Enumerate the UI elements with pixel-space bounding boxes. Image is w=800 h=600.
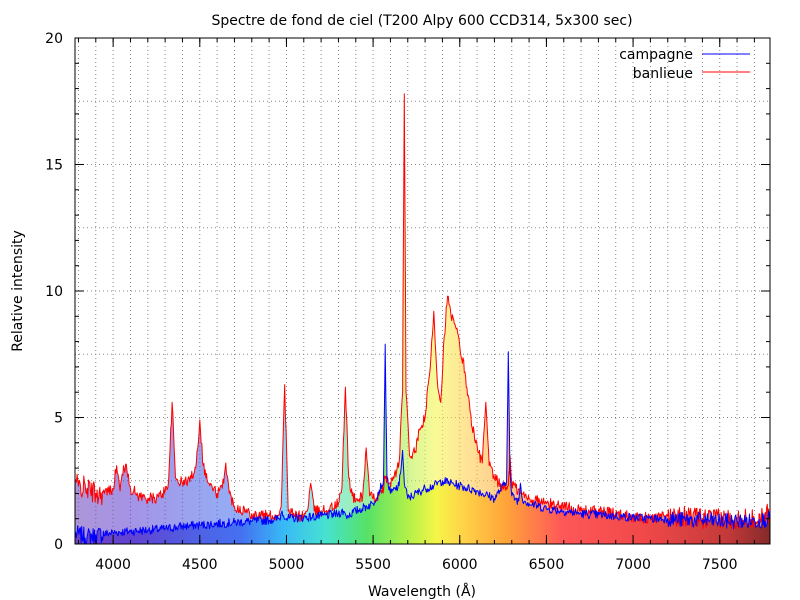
grid bbox=[75, 38, 770, 544]
x-tick-label: 7500 bbox=[702, 557, 738, 573]
x-tick-label: 6000 bbox=[442, 557, 478, 573]
legend: campagne banlieue bbox=[619, 47, 750, 82]
series-lines bbox=[75, 93, 770, 544]
legend-label-banlieue: banlieue bbox=[633, 66, 693, 82]
legend-label-campagne: campagne bbox=[619, 47, 693, 63]
y-tick-label: 20 bbox=[45, 31, 63, 47]
x-tick-label: 4500 bbox=[182, 557, 218, 573]
y-tick-label: 5 bbox=[54, 411, 63, 427]
y-tick-label: 10 bbox=[45, 284, 63, 300]
x-tick-label: 7000 bbox=[615, 557, 651, 573]
y-tick-label: 15 bbox=[45, 158, 63, 174]
x-axis-label: Wavelength (Å) bbox=[368, 583, 476, 600]
x-tick-label: 5500 bbox=[355, 557, 391, 573]
y-axis-label: Relative intensity bbox=[10, 230, 26, 352]
banlieue-area-fill bbox=[75, 93, 770, 544]
x-tick-label: 5000 bbox=[269, 557, 305, 573]
spectrum-fill bbox=[75, 93, 770, 544]
axis-ticks: 4000 4500 5000 5500 6000 6500 7000 7500 0 5 10 15 20 bbox=[45, 31, 770, 573]
campagne-area-fill bbox=[75, 344, 770, 544]
y-tick-label: 0 bbox=[54, 537, 63, 553]
x-tick-label: 6500 bbox=[529, 557, 565, 573]
series-line-banlieue bbox=[75, 93, 770, 530]
x-tick-label: 4000 bbox=[95, 557, 131, 573]
series-line-campagne bbox=[75, 343, 770, 544]
chart-title: Spectre de fond de ciel (T200 Alpy 600 C… bbox=[211, 13, 632, 29]
